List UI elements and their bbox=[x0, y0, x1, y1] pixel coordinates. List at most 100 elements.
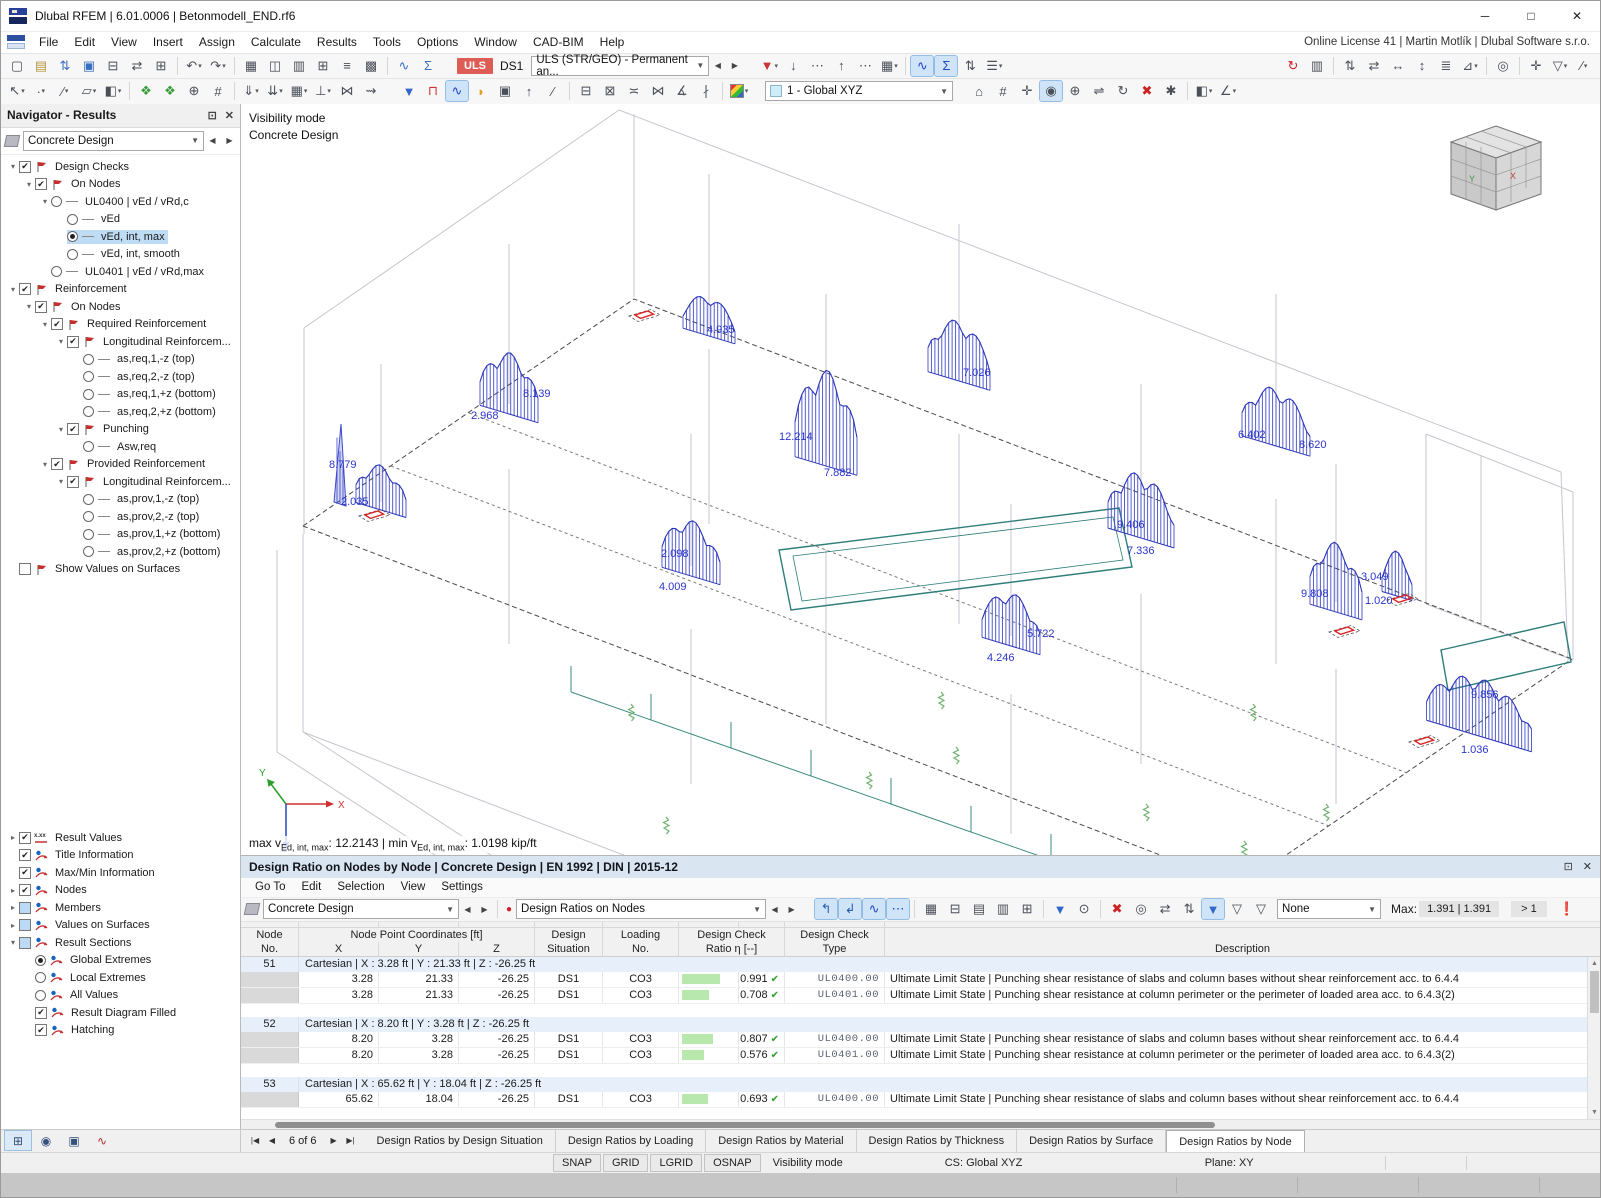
tree-item[interactable]: ▾ ✔ On Nodes bbox=[1, 298, 240, 316]
checkbox[interactable]: ✔ bbox=[19, 866, 31, 879]
tree-item[interactable]: Global Extremes bbox=[1, 951, 240, 969]
close-navigator-icon[interactable]: ✕ bbox=[224, 109, 234, 122]
table-rows[interactable]: 51 Cartesian | X : 3.28 ft | Y : 21.33 ft… bbox=[241, 955, 1600, 1119]
undo-icon[interactable]: ↶ ▾ bbox=[186, 57, 202, 73]
tree-item[interactable]: vEd bbox=[1, 210, 240, 228]
expand-icon[interactable]: ▾ bbox=[58, 477, 63, 487]
section-b-icon[interactable]: ⊠ bbox=[604, 83, 616, 99]
decimal-icon[interactable]: ⊙ bbox=[1078, 901, 1090, 917]
guide-icon[interactable]: # bbox=[214, 83, 222, 99]
expand-icon[interactable]: ▾ bbox=[26, 302, 31, 312]
result-table-icon[interactable]: Σ bbox=[934, 54, 959, 77]
toggle-lgrid[interactable]: LGRID bbox=[650, 1154, 703, 1173]
menu-edit[interactable]: Edit bbox=[74, 35, 96, 50]
result-category-select[interactable]: Concrete Design ▼ bbox=[23, 130, 204, 151]
menu-help[interactable]: Help bbox=[599, 35, 625, 50]
radio-button[interactable] bbox=[83, 353, 94, 365]
grid-icon[interactable]: # bbox=[999, 83, 1007, 99]
dim-lines-icon[interactable]: ≣ bbox=[1440, 57, 1452, 73]
table-group-row[interactable]: 52 Cartesian | X : 8.20 ft | Y : 3.28 ft … bbox=[241, 1016, 1600, 1032]
tree-item[interactable]: ▾ ✔ Required Reinforcement bbox=[1, 315, 240, 333]
funnel-gray-icon[interactable]: ▽ bbox=[1232, 901, 1243, 917]
line-tool-icon[interactable]: ∕ ▾ bbox=[61, 83, 69, 99]
radio-button[interactable] bbox=[35, 954, 46, 966]
support-icon[interactable]: ⊥ ▾ bbox=[315, 83, 331, 99]
radio-button[interactable] bbox=[83, 528, 94, 540]
tree-item[interactable]: as,req,2,+z (bottom) bbox=[1, 403, 240, 421]
prev-combination-button[interactable]: ◀ bbox=[714, 61, 721, 71]
relation-icon[interactable]: ⇄ bbox=[1159, 901, 1171, 917]
table-prev-result[interactable]: ◀ bbox=[771, 904, 778, 914]
tree-item[interactable]: Show Values on Surfaces bbox=[1, 560, 240, 578]
table-row[interactable]: 65.62 18.04 -26.25 DS1 CO3 0.693 ✔ UL0400.00 Ult… bbox=[241, 1091, 1600, 1108]
result-values-up-icon[interactable]: ↑ bbox=[838, 58, 845, 74]
report-icon[interactable]: ≡ bbox=[343, 58, 351, 74]
checkbox[interactable]: ✔ bbox=[19, 884, 31, 897]
color-results-icon[interactable]: ◗ bbox=[477, 83, 485, 99]
radio-button[interactable] bbox=[83, 388, 94, 400]
expand-icon[interactable]: ▾ bbox=[58, 337, 63, 347]
export-icon[interactable]: ⇄ bbox=[131, 57, 143, 73]
open-file-icon[interactable]: ▤ bbox=[34, 57, 48, 73]
tree-item[interactable]: as,req,1,+z (bottom) bbox=[1, 385, 240, 403]
tab-design-ratios-by-design-situation[interactable]: Design Ratios by Design Situation bbox=[365, 1129, 556, 1153]
tree-item[interactable]: All Values bbox=[1, 986, 240, 1004]
checkbox[interactable]: ✔ bbox=[19, 831, 31, 844]
checkbox[interactable]: ✔ bbox=[51, 318, 63, 331]
arrow-mode-icon[interactable]: ▽ ▾ bbox=[1552, 57, 1568, 73]
table-row[interactable]: 3.28 21.33 -26.25 DS1 CO3 0.991 ✔ UL0400.00 Ulti… bbox=[241, 971, 1600, 988]
table-group-row[interactable]: 51 Cartesian | X : 3.28 ft | Y : 21.33 ft… bbox=[241, 956, 1600, 972]
expand-icon[interactable]: ▾ bbox=[10, 162, 15, 172]
expand-icon[interactable]: ▸ bbox=[10, 885, 15, 895]
results-funnel-icon[interactable]: ▼ bbox=[402, 83, 416, 99]
checkbox[interactable]: ✔ bbox=[35, 1006, 47, 1019]
radio-button[interactable] bbox=[83, 546, 94, 558]
display-props-icon[interactable]: ◧ ▾ bbox=[1195, 83, 1213, 99]
tree-item[interactable]: ✔ Title Information bbox=[1, 846, 240, 864]
radio-button[interactable] bbox=[83, 441, 94, 453]
toggle-osnap[interactable]: OSNAP bbox=[704, 1154, 761, 1173]
jump-back-icon[interactable]: ↲ bbox=[838, 898, 863, 921]
result-diagram-icon[interactable]: ∿ bbox=[910, 54, 935, 77]
nav-tab-data-icon[interactable]: ⊞ bbox=[4, 1130, 32, 1152]
expand-icon[interactable]: ▸ bbox=[10, 920, 15, 930]
tree-item[interactable]: ✔ Hatching bbox=[1, 1021, 240, 1039]
imperfection-icon[interactable]: ⇝ bbox=[365, 83, 377, 99]
tab-design-ratios-by-surface[interactable]: Design Ratios by Surface bbox=[1017, 1129, 1167, 1153]
nav-tab-display-icon[interactable]: ◉ bbox=[40, 1133, 52, 1148]
tree-item[interactable]: as,prov,2,-z (top) bbox=[1, 508, 240, 526]
tree-item[interactable]: ▾ ✔ Reinforcement bbox=[1, 280, 240, 298]
clip-icon[interactable]: ∤ bbox=[702, 83, 710, 99]
jump-model-icon[interactable]: ↰ bbox=[814, 898, 839, 921]
refresh-red-icon[interactable]: ↻ bbox=[1287, 57, 1299, 73]
select-special-icon[interactable]: ✛ bbox=[1530, 57, 1542, 73]
table-menu-selection[interactable]: Selection bbox=[337, 881, 385, 894]
pencil-icon[interactable]: ∠ ▾ bbox=[1219, 83, 1237, 99]
expand-icon[interactable]: ▸ bbox=[10, 903, 15, 913]
tree-item[interactable]: ▾ ✔ Provided Reinforcement bbox=[1, 455, 240, 473]
first-table-button[interactable]: |◀ bbox=[250, 1136, 260, 1146]
tree-item[interactable]: ▸ ✔ x.xx Result Values bbox=[1, 829, 240, 847]
mesh-icon[interactable]: ▦ ▾ bbox=[290, 83, 308, 99]
print-icon[interactable]: ⊟ bbox=[107, 57, 119, 73]
expand-icon[interactable]: ▾ bbox=[26, 179, 31, 189]
table-next-category[interactable]: ▶ bbox=[481, 904, 488, 914]
menu-cad-bim[interactable]: CAD-BIM bbox=[532, 35, 584, 50]
copy-icon[interactable]: ⊞ bbox=[155, 57, 167, 73]
menu-file[interactable]: File bbox=[39, 35, 59, 50]
insert-node-icon[interactable]: ⊕ bbox=[188, 83, 200, 99]
tab-design-ratios-by-loading[interactable]: Design Ratios by Loading bbox=[556, 1129, 707, 1153]
expand-icon[interactable]: ▾ bbox=[42, 319, 47, 329]
tree-item[interactable]: Local Extremes bbox=[1, 969, 240, 987]
close-button[interactable]: ✕ bbox=[1571, 9, 1583, 23]
next-combination-button[interactable]: ▶ bbox=[731, 61, 738, 71]
node-tool-icon[interactable]: ∙ ▾ bbox=[36, 83, 46, 99]
radio-button[interactable] bbox=[67, 231, 78, 243]
radio-button[interactable] bbox=[83, 406, 94, 418]
radio-button[interactable] bbox=[51, 196, 62, 208]
expand-icon[interactable]: ▸ bbox=[10, 833, 15, 843]
search-icon[interactable]: ◎ bbox=[1135, 901, 1147, 917]
threshold-value[interactable]: > 1 bbox=[1511, 901, 1547, 918]
checkbox[interactable]: ✔ bbox=[19, 160, 31, 173]
table-category-select[interactable]: Concrete Design ▼ bbox=[263, 899, 459, 920]
